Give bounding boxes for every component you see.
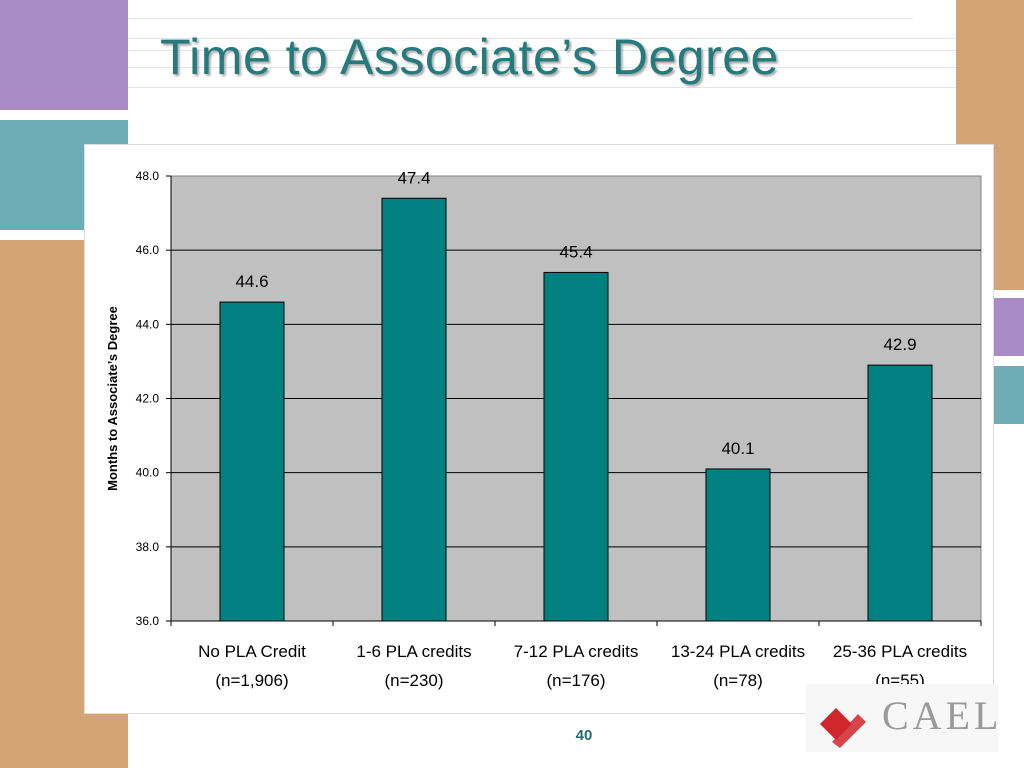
y-tick-label: 40.0 <box>136 466 160 480</box>
decor-line <box>128 50 956 51</box>
x-tick-label: (n=78) <box>713 671 763 690</box>
logo-mark-icon <box>820 708 866 748</box>
y-tick-label: 48.0 <box>136 169 160 183</box>
bar <box>543 271 609 622</box>
x-tick-label: 25-36 PLA credits <box>833 642 967 661</box>
y-tick-label: 36.0 <box>136 614 160 628</box>
page-number: 40 <box>575 727 593 744</box>
x-tick-label: No PLA Credit <box>198 642 306 661</box>
bar <box>705 468 771 622</box>
bar <box>219 301 285 622</box>
bar-chart: 36.0 38.0 40.0 42.0 44.0 46.0 48.0 44.6 No PLA C… <box>105 168 982 690</box>
y-tick-label: 44.0 <box>136 317 160 331</box>
decor-line <box>128 38 956 39</box>
x-tick-label: 1-6 PLA credits <box>356 642 471 661</box>
decor-line <box>128 87 956 88</box>
data-label: 40.1 <box>721 439 754 458</box>
accent-block-purple-right <box>992 298 1024 356</box>
x-tick-label: (n=1,906) <box>215 671 288 690</box>
cael-logo: CAEL <box>806 684 998 752</box>
y-axis-label: Months to Associate’s Degree <box>105 306 120 491</box>
accent-block-purple-top-left <box>0 0 128 110</box>
x-tick-label: (n=176) <box>546 671 605 690</box>
data-label: 45.4 <box>559 242 592 261</box>
y-tick-label: 38.0 <box>136 540 160 554</box>
decor-line <box>128 67 956 68</box>
slide-title: Time to Associate’s Degree <box>160 29 779 85</box>
y-tick-label: 42.0 <box>136 392 160 406</box>
bar <box>867 364 933 622</box>
bar <box>381 197 447 622</box>
logo-text: CAEL <box>882 693 1003 738</box>
x-tick-label: 7-12 PLA credits <box>514 642 639 661</box>
y-tick-label: 46.0 <box>136 243 160 257</box>
x-tick-label: 13-24 PLA credits <box>671 642 805 661</box>
x-tick-label: (n=230) <box>384 671 443 690</box>
data-label: 42.9 <box>883 335 916 354</box>
decor-line <box>128 18 913 19</box>
chart-panel: 36.0 38.0 40.0 42.0 44.0 46.0 48.0 44.6 No PLA C… <box>84 144 994 714</box>
accent-block-teal-right <box>992 366 1024 424</box>
data-label: 47.4 <box>397 168 430 187</box>
data-label: 44.6 <box>235 272 268 291</box>
